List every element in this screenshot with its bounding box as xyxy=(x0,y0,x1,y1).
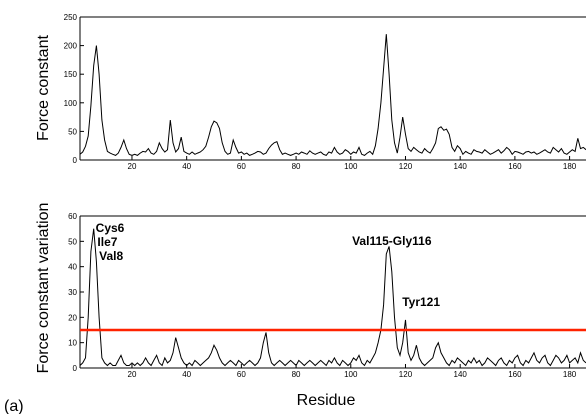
x-tick-label: 140 xyxy=(454,162,468,171)
y-tick-label: 40 xyxy=(68,263,77,272)
series-line xyxy=(79,228,586,367)
y-axis-label-force-constant: Force constant xyxy=(35,35,52,141)
y-tick-label: 20 xyxy=(68,313,77,322)
annotation-label: Tyr121 xyxy=(402,295,440,309)
x-tick-label: 160 xyxy=(508,162,522,171)
y-tick-label: 50 xyxy=(68,237,77,246)
x-tick-label: 40 xyxy=(182,370,191,379)
annotation-label: Cys6 xyxy=(96,221,125,235)
series-line xyxy=(79,34,586,157)
y-tick-label: 10 xyxy=(68,339,77,348)
x-tick-label: 80 xyxy=(292,162,301,171)
x-tick-label: 100 xyxy=(344,162,358,171)
x-tick-label: 80 xyxy=(292,370,301,379)
x-tick-label: 20 xyxy=(128,370,137,379)
x-tick-label: 100 xyxy=(344,370,358,379)
x-tick-label: 20 xyxy=(128,162,137,171)
x-tick-label: 180 xyxy=(563,162,577,171)
y-tick-label: 30 xyxy=(68,288,77,297)
annotation-label: Ile7 xyxy=(97,235,117,249)
x-tick-label: 60 xyxy=(237,370,246,379)
y-axis-label-force-constant-variation: Force constant variation xyxy=(35,203,52,374)
y-tick-label: 150 xyxy=(64,70,78,79)
y-tick-label: 100 xyxy=(64,99,78,108)
force-constant-panel: Force constant 0 50 100 150 200 250 20 40 60 80 10… xyxy=(35,13,586,171)
x-tick-label: 40 xyxy=(182,162,191,171)
y-tick-label: 0 xyxy=(73,156,78,165)
x-tick-label: 140 xyxy=(454,370,468,379)
force-constant-variation-panel: Force constant variation 0 10 20 30 40 50 60 20… xyxy=(35,203,586,379)
annotation-label: Val8 xyxy=(99,249,123,263)
panel-tag: (a) xyxy=(4,398,24,414)
y-tick-label: 200 xyxy=(64,42,78,51)
y-tick-label: 50 xyxy=(68,127,77,136)
y-tick-label: 0 xyxy=(73,364,78,373)
y-tick-label: 60 xyxy=(68,212,77,221)
x-axis-label-residue: Residue xyxy=(297,392,356,409)
x-tick-label: 180 xyxy=(563,370,577,379)
x-tick-label: 160 xyxy=(508,370,522,379)
annotation-label: Val115-Gly116 xyxy=(352,234,432,248)
y-tick-label: 250 xyxy=(64,13,78,22)
x-tick-label: 120 xyxy=(399,162,413,171)
x-tick-label: 120 xyxy=(399,370,413,379)
x-tick-label: 60 xyxy=(237,162,246,171)
